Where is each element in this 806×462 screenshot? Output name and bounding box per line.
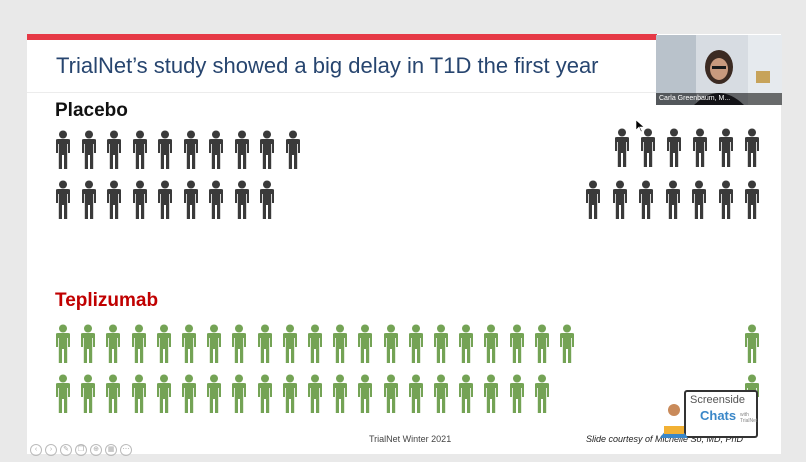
teplizumab-person-icon — [509, 374, 524, 413]
placebo-person-icon — [132, 130, 147, 169]
placebo-person-icon — [285, 130, 300, 169]
teplizumab-person-icon — [484, 374, 499, 413]
screenside-chats-logo: Screenside Chats with TrialNet — [654, 388, 758, 440]
teplizumab-person-icon — [131, 374, 146, 413]
teplizumab-person-icon — [232, 374, 247, 413]
placebo-person-icon — [745, 128, 759, 167]
placebo-person-icon — [183, 130, 198, 169]
teplizumab-person-icon — [333, 324, 348, 363]
next-icon[interactable]: › — [45, 444, 57, 456]
grid-icon[interactable]: ▦ — [105, 444, 117, 456]
placebo-person-icon — [745, 180, 759, 219]
placebo-person-icon — [56, 180, 70, 219]
placebo-person-icon — [209, 180, 223, 219]
teplizumab-person-icon — [459, 324, 474, 363]
placebo-person-icon — [260, 180, 274, 219]
placebo-person-icon — [641, 128, 655, 167]
teplizumab-person-icon — [182, 374, 196, 413]
slide-footer: TrialNet Winter 2021 — [369, 434, 452, 444]
placebo-person-icon — [81, 130, 96, 169]
teplizumab-person-icon — [106, 374, 121, 413]
teplizumab-person-icon — [383, 324, 398, 363]
logo-person-icon — [660, 404, 688, 438]
placebo-person-icon — [615, 128, 629, 167]
title-divider — [27, 92, 781, 93]
teplizumab-person-icon — [156, 324, 171, 363]
teplizumab-person-icon — [509, 324, 524, 363]
placebo-person-icon — [260, 130, 274, 169]
placebo-person-icon — [81, 180, 96, 219]
teplizumab-person-icon — [81, 374, 96, 413]
teplizumab-person-icon — [383, 374, 398, 413]
placebo-person-icon — [693, 128, 707, 167]
slide-credit: Slide courtesy of Michelle So, MD, PhD — [586, 434, 744, 444]
placebo-person-icon — [234, 180, 249, 219]
placebo-person-icon — [665, 180, 680, 219]
teplizumab-person-icon — [207, 324, 222, 363]
mouse-cursor-icon — [636, 120, 644, 132]
placebo-person-icon — [639, 180, 653, 219]
teplizumab-person-icon — [745, 324, 759, 363]
teplizumab-person-icon — [434, 324, 448, 363]
teplizumab-person-icon — [308, 374, 322, 413]
teplizumab-person-icon — [106, 324, 121, 363]
placebo-person-icon — [586, 180, 600, 219]
logo-laptop-frame — [684, 390, 758, 438]
teplizumab-person-icon — [56, 374, 70, 413]
slide-title: TrialNet’s study showed a big delay in T… — [56, 53, 599, 78]
teplizumab-person-icon — [257, 374, 272, 413]
teplizumab-person-icon — [560, 324, 574, 363]
logo-line2: Chats — [700, 408, 737, 423]
teplizumab-person-icon — [207, 374, 222, 413]
teplizumab-person-icon — [408, 374, 423, 413]
teplizumab-person-icon — [232, 324, 247, 363]
teplizumab-person-icon — [282, 374, 297, 413]
teplizumab-person-icon — [408, 324, 423, 363]
placebo-person-icon — [209, 130, 223, 169]
placebo-person-icon — [107, 130, 121, 169]
zoom-icon[interactable]: ⊕ — [90, 444, 102, 456]
copy-icon[interactable]: ❐ — [75, 444, 87, 456]
pen-icon[interactable]: ✎ — [60, 444, 72, 456]
placebo-person-icon — [719, 128, 733, 167]
speaker-webcam: Carla Greenbaum, M... — [656, 35, 782, 105]
placebo-person-icon — [692, 180, 706, 219]
placebo-person-icon — [132, 180, 147, 219]
placebo-person-icon — [56, 130, 70, 169]
placebo-person-icon — [183, 180, 198, 219]
placebo-person-icon — [612, 180, 627, 219]
teplizumab-person-icon — [358, 374, 373, 413]
placebo-person-icon — [667, 128, 681, 167]
teplizumab-person-icon — [308, 324, 322, 363]
placebo-label: Placebo — [55, 100, 128, 121]
teplizumab-person-icon — [131, 324, 146, 363]
teplizumab-person-icon — [434, 374, 448, 413]
placebo-person-icon — [107, 180, 121, 219]
placebo-person-icon — [718, 180, 733, 219]
logo-line1: Screenside — [690, 394, 746, 406]
teplizumab-person-icon — [56, 324, 70, 363]
logo-line3: with TrialNet — [740, 412, 758, 424]
presentation-slide: TrialNet’s study showed a big delay in T… — [27, 34, 781, 454]
teplizumab-person-icon — [358, 324, 373, 363]
teplizumab-label: Teplizumab — [55, 290, 159, 311]
accent-bar — [27, 34, 657, 40]
teplizumab-person-icon — [182, 324, 196, 363]
placebo-person-icon — [158, 180, 172, 219]
teplizumab-person-icon — [459, 374, 474, 413]
placebo-person-icon — [234, 130, 249, 169]
prev-icon[interactable]: ‹ — [30, 444, 42, 456]
teplizumab-person-icon — [156, 374, 171, 413]
teplizumab-person-icon — [282, 324, 297, 363]
teplizumab-person-icon — [534, 324, 549, 363]
speaker-name: Carla Greenbaum, M... — [656, 93, 782, 105]
teplizumab-person-icon — [333, 374, 348, 413]
teplizumab-person-icon — [81, 324, 96, 363]
more-icon[interactable]: ⋯ — [120, 444, 132, 456]
teplizumab-person-icon — [484, 324, 499, 363]
teplizumab-person-icon — [534, 374, 549, 413]
teplizumab-person-icon — [257, 324, 272, 363]
placebo-person-icon — [158, 130, 172, 169]
